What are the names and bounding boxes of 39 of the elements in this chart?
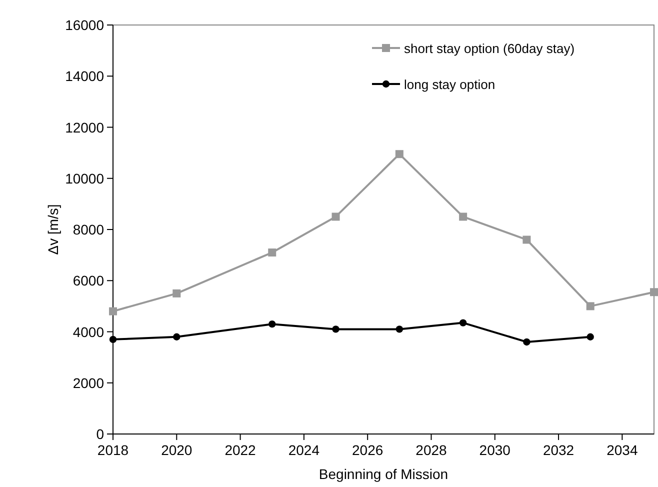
y-tick-label: 8000 bbox=[72, 222, 104, 238]
point bbox=[586, 333, 594, 340]
x-tick-label: 2018 bbox=[97, 442, 129, 458]
y-tick-label: 14000 bbox=[65, 68, 104, 84]
y-tick-label: 16000 bbox=[65, 17, 104, 33]
x-axis-title: Beginning of Mission bbox=[318, 466, 448, 482]
point bbox=[109, 336, 117, 344]
point bbox=[268, 320, 276, 328]
x-tick-label: 2028 bbox=[416, 442, 448, 458]
point bbox=[332, 212, 340, 221]
point bbox=[523, 338, 530, 346]
point bbox=[173, 333, 180, 340]
x-tick-label: 2034 bbox=[606, 442, 638, 458]
x-tick-label: 2022 bbox=[224, 442, 256, 458]
x-tick-label: 2026 bbox=[352, 442, 384, 458]
point bbox=[268, 248, 276, 257]
x-tick-label: 2020 bbox=[161, 442, 192, 458]
y-axis-title: Δv [m/s] bbox=[45, 204, 61, 255]
point bbox=[332, 326, 340, 333]
point bbox=[650, 288, 658, 296]
point bbox=[522, 236, 531, 244]
point bbox=[109, 307, 117, 316]
x-tick-label: 2024 bbox=[288, 442, 320, 458]
point bbox=[459, 319, 467, 326]
x-tick-label: 2030 bbox=[479, 442, 511, 458]
x-tick-label: 2032 bbox=[542, 442, 574, 458]
y-tick-label: 6000 bbox=[72, 272, 104, 289]
point bbox=[172, 289, 181, 298]
point bbox=[586, 302, 594, 310]
y-tick-label: 12000 bbox=[65, 119, 104, 136]
point bbox=[396, 326, 404, 333]
y-tick-label: 10000 bbox=[65, 170, 104, 186]
y-tick-label: 2000 bbox=[72, 374, 104, 391]
point bbox=[459, 212, 468, 221]
point bbox=[395, 150, 404, 158]
legend-label: long stay option bbox=[404, 77, 496, 92]
legend-label: short stay option (60day stay) bbox=[404, 41, 575, 56]
y-tick-label: 0 bbox=[96, 426, 104, 442]
y-tick-label: 4000 bbox=[72, 324, 104, 340]
